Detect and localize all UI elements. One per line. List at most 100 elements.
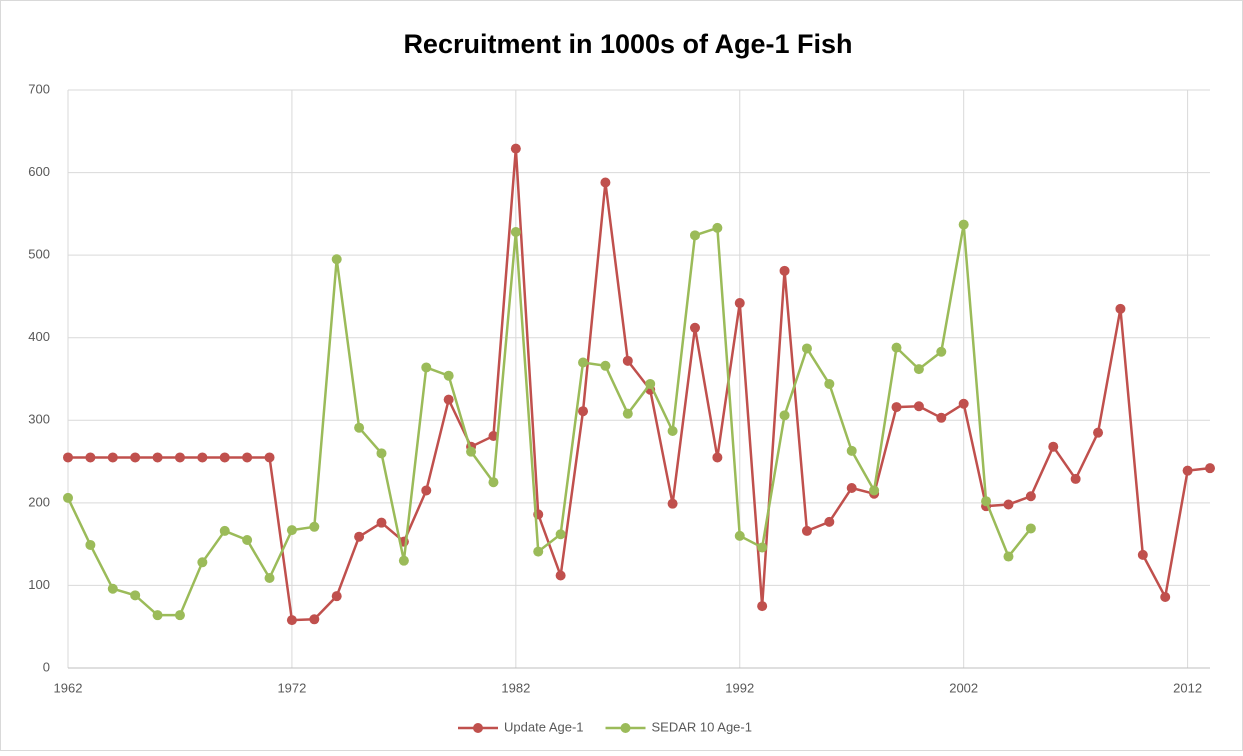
data-point: [85, 539, 96, 550]
data-point: [1048, 441, 1059, 452]
data-point: [309, 521, 320, 532]
y-tick-label: 700: [28, 81, 50, 96]
data-point: [1205, 463, 1215, 474]
data-point: [63, 492, 73, 503]
data-point: [488, 430, 499, 441]
data-point: [913, 401, 924, 412]
data-point: [578, 406, 589, 417]
data-point: [219, 452, 230, 463]
data-point: [197, 452, 208, 463]
data-point: [1182, 465, 1193, 476]
data-point: [197, 557, 208, 568]
data-point: [846, 482, 857, 493]
data-point: [913, 364, 924, 375]
data-point: [264, 452, 275, 463]
x-tick-label: 1992: [725, 680, 754, 695]
data-point: [667, 498, 678, 509]
data-point: [1070, 473, 1081, 484]
data-point: [779, 265, 790, 276]
x-tick-label: 2012: [1173, 680, 1202, 695]
data-point: [1025, 491, 1036, 502]
data-point: [712, 222, 723, 233]
y-tick-label: 500: [28, 247, 50, 262]
data-point: [712, 452, 723, 463]
data-point: [891, 402, 902, 413]
data-point: [174, 610, 185, 621]
data-point: [824, 378, 835, 389]
data-point: [757, 542, 768, 553]
data-point: [689, 230, 700, 241]
data-point: [510, 143, 521, 154]
data-point: [286, 525, 297, 536]
series-line: [68, 148, 1211, 622]
data-point: [555, 529, 566, 540]
x-tick-label: 1982: [501, 680, 530, 695]
data-point: [354, 531, 365, 542]
data-point: [779, 410, 790, 421]
legend-label: Update Age-1: [504, 719, 584, 734]
data-point: [443, 394, 454, 405]
data-point: [376, 517, 387, 528]
chart-title: Recruitment in 1000s of Age-1 Fish: [403, 29, 852, 59]
data-point: [152, 452, 163, 463]
data-point: [242, 452, 253, 463]
data-point: [555, 570, 566, 581]
data-point: [219, 525, 230, 536]
y-tick-label: 0: [43, 659, 50, 674]
data-point: [510, 227, 521, 238]
legend-marker: [620, 723, 631, 733]
data-point: [600, 360, 611, 371]
data-point: [1160, 591, 1171, 602]
data-point: [174, 452, 185, 463]
data-point: [622, 355, 633, 366]
data-point: [331, 591, 342, 602]
data-point: [689, 322, 700, 333]
data-point: [107, 583, 118, 594]
y-tick-label: 200: [28, 494, 50, 509]
data-point: [466, 446, 477, 457]
data-point: [130, 452, 141, 463]
data-point: [1003, 551, 1014, 562]
data-point: [421, 485, 432, 496]
data-point: [600, 177, 611, 188]
data-point: [734, 298, 745, 309]
data-point: [645, 378, 656, 389]
data-point: [667, 426, 678, 437]
y-tick-label: 100: [28, 577, 50, 592]
data-point: [958, 398, 969, 409]
data-point: [533, 546, 544, 557]
data-point: [309, 614, 320, 625]
data-point: [757, 601, 768, 612]
data-point: [331, 254, 342, 265]
data-point: [869, 485, 880, 496]
y-tick-label: 600: [28, 164, 50, 179]
y-tick-label: 400: [28, 329, 50, 344]
data-point: [958, 219, 969, 230]
data-point: [443, 370, 454, 381]
data-point: [354, 422, 365, 433]
data-point: [152, 610, 163, 621]
x-tick-label: 1962: [54, 680, 83, 695]
data-point: [1025, 523, 1036, 534]
data-point: [936, 412, 947, 423]
data-point: [622, 408, 633, 419]
data-point: [421, 362, 432, 373]
data-point: [85, 452, 96, 463]
data-point: [107, 452, 118, 463]
data-point: [1137, 549, 1148, 560]
x-tick-label: 2002: [949, 680, 978, 695]
data-point: [734, 530, 745, 541]
data-point: [981, 496, 992, 507]
y-tick-label: 300: [28, 412, 50, 427]
data-point: [891, 342, 902, 353]
data-point: [578, 357, 589, 368]
data-point: [1003, 499, 1014, 510]
data-point: [286, 615, 297, 626]
data-point: [488, 477, 499, 488]
data-point: [63, 452, 73, 463]
data-point: [936, 346, 947, 357]
data-point: [801, 343, 812, 354]
data-point: [264, 572, 275, 583]
